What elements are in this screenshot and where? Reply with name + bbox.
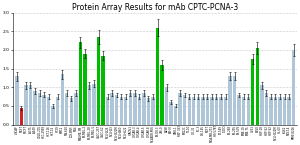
Bar: [65, 93, 68, 125]
Bar: [160, 65, 164, 125]
Bar: [115, 95, 119, 125]
Bar: [274, 97, 277, 125]
Bar: [101, 56, 105, 125]
Bar: [265, 93, 268, 125]
Bar: [219, 97, 223, 125]
Bar: [15, 76, 19, 125]
Bar: [110, 93, 114, 125]
Bar: [92, 84, 96, 125]
Bar: [20, 108, 23, 125]
Bar: [247, 97, 250, 125]
Bar: [210, 97, 214, 125]
Bar: [129, 93, 132, 125]
Bar: [196, 97, 200, 125]
Bar: [79, 42, 82, 125]
Bar: [142, 93, 146, 125]
Bar: [269, 97, 273, 125]
Bar: [242, 97, 245, 125]
Bar: [133, 93, 136, 125]
Bar: [256, 48, 259, 125]
Bar: [238, 95, 241, 125]
Bar: [29, 85, 32, 125]
Bar: [52, 106, 55, 125]
Bar: [206, 97, 209, 125]
Bar: [61, 74, 64, 125]
Bar: [88, 85, 91, 125]
Bar: [33, 91, 37, 125]
Bar: [97, 37, 100, 125]
Bar: [70, 98, 73, 125]
Bar: [47, 97, 50, 125]
Bar: [292, 50, 295, 125]
Bar: [24, 85, 28, 125]
Bar: [42, 95, 46, 125]
Bar: [260, 85, 263, 125]
Bar: [151, 97, 155, 125]
Bar: [287, 97, 291, 125]
Bar: [215, 97, 218, 125]
Bar: [147, 98, 150, 125]
Bar: [224, 97, 227, 125]
Bar: [278, 97, 282, 125]
Bar: [74, 93, 78, 125]
Bar: [192, 97, 196, 125]
Title: Protein Array Results for mAb CPTC-PCNA-3: Protein Array Results for mAb CPTC-PCNA-…: [72, 3, 239, 12]
Bar: [119, 97, 123, 125]
Bar: [83, 54, 87, 125]
Bar: [174, 106, 177, 125]
Bar: [165, 87, 168, 125]
Bar: [201, 97, 205, 125]
Bar: [251, 59, 254, 125]
Bar: [169, 102, 173, 125]
Bar: [156, 28, 159, 125]
Bar: [183, 95, 186, 125]
Bar: [106, 97, 109, 125]
Bar: [188, 97, 191, 125]
Bar: [178, 93, 182, 125]
Bar: [124, 97, 128, 125]
Bar: [38, 93, 41, 125]
Bar: [228, 76, 232, 125]
Bar: [56, 97, 59, 125]
Bar: [138, 97, 141, 125]
Bar: [233, 76, 236, 125]
Bar: [283, 97, 286, 125]
